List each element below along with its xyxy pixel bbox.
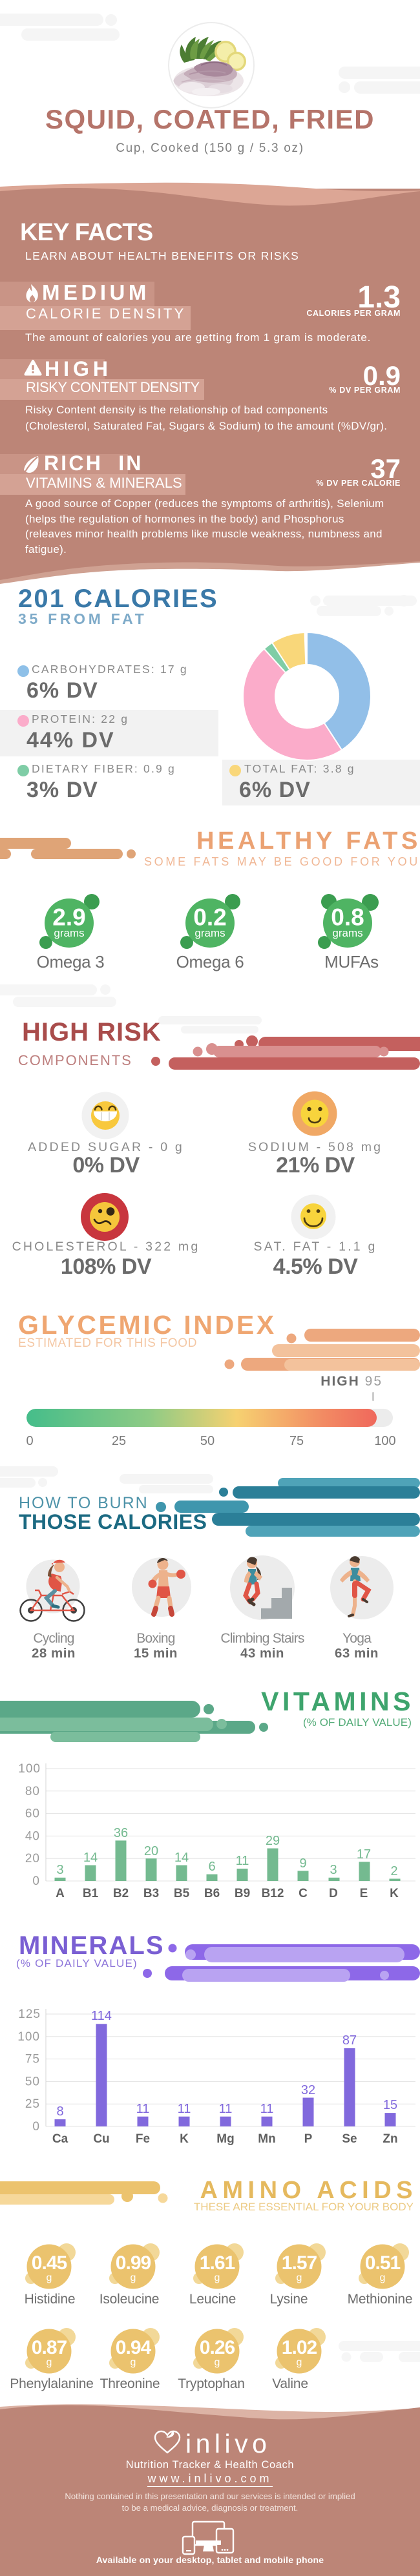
svg-text:C: C bbox=[299, 1887, 308, 1900]
svg-text:g: g bbox=[47, 2272, 52, 2283]
svg-text:grams: grams bbox=[332, 927, 362, 939]
svg-text:3: 3 bbox=[330, 1863, 337, 1877]
svg-text:g: g bbox=[297, 2272, 302, 2283]
svg-text:1.57: 1.57 bbox=[282, 2252, 317, 2274]
svg-text:Fe: Fe bbox=[136, 2132, 150, 2146]
svg-text:B6: B6 bbox=[204, 1887, 220, 1900]
svg-text:B1: B1 bbox=[83, 1887, 99, 1900]
svg-text:0.26: 0.26 bbox=[200, 2337, 235, 2358]
svg-text:g: g bbox=[297, 2357, 302, 2368]
svg-text:0.87: 0.87 bbox=[32, 2337, 67, 2358]
svg-text:87: 87 bbox=[342, 2033, 357, 2048]
svg-text:B5: B5 bbox=[174, 1887, 190, 1900]
svg-text:Cu: Cu bbox=[93, 2132, 109, 2146]
svg-text:0.8: 0.8 bbox=[331, 904, 364, 931]
svg-text:36: 36 bbox=[114, 1826, 128, 1840]
svg-text:B12: B12 bbox=[262, 1887, 284, 1900]
svg-text:B2: B2 bbox=[113, 1887, 129, 1900]
svg-text:8: 8 bbox=[56, 2104, 63, 2119]
svg-text:11: 11 bbox=[260, 2102, 274, 2116]
svg-text:0: 0 bbox=[32, 2120, 40, 2134]
svg-text:g: g bbox=[215, 2272, 220, 2283]
svg-text:3: 3 bbox=[56, 1863, 63, 1877]
svg-text:80: 80 bbox=[25, 1785, 40, 1798]
svg-text:0.94: 0.94 bbox=[116, 2337, 152, 2358]
svg-text:75: 75 bbox=[25, 2053, 40, 2066]
svg-text:11: 11 bbox=[136, 2102, 150, 2116]
svg-text:0.99: 0.99 bbox=[116, 2252, 151, 2274]
svg-text:A: A bbox=[56, 1887, 65, 1900]
svg-text:B3: B3 bbox=[143, 1887, 159, 1900]
svg-text:17: 17 bbox=[357, 1847, 371, 1862]
svg-text:14: 14 bbox=[83, 1851, 98, 1865]
svg-text:50: 50 bbox=[25, 2075, 40, 2088]
svg-text:9: 9 bbox=[299, 1856, 306, 1871]
svg-text:K: K bbox=[180, 2132, 189, 2146]
svg-text:B9: B9 bbox=[235, 1887, 250, 1900]
svg-text:D: D bbox=[329, 1887, 338, 1900]
svg-text:E: E bbox=[360, 1887, 368, 1900]
svg-text:Mg: Mg bbox=[216, 2132, 234, 2146]
svg-text:114: 114 bbox=[91, 2009, 112, 2023]
svg-text:g: g bbox=[215, 2357, 220, 2368]
svg-text:14: 14 bbox=[174, 1851, 189, 1865]
svg-text:0.2: 0.2 bbox=[193, 904, 226, 931]
svg-text:grams: grams bbox=[194, 927, 225, 939]
svg-text:100: 100 bbox=[18, 1762, 41, 1776]
svg-text:g: g bbox=[380, 2272, 386, 2283]
svg-text:2: 2 bbox=[390, 1864, 397, 1878]
svg-text:P: P bbox=[304, 2132, 313, 2146]
svg-text:g: g bbox=[131, 2272, 136, 2283]
svg-text:0: 0 bbox=[32, 1875, 40, 1888]
svg-text:Mn: Mn bbox=[258, 2132, 275, 2146]
svg-text:Zn: Zn bbox=[383, 2132, 397, 2146]
svg-text:g: g bbox=[47, 2357, 52, 2368]
svg-text:Ca: Ca bbox=[52, 2132, 68, 2146]
svg-text:0.51: 0.51 bbox=[365, 2252, 401, 2274]
svg-text:6: 6 bbox=[208, 1860, 215, 1874]
svg-text:15: 15 bbox=[383, 2098, 397, 2112]
svg-text:40: 40 bbox=[25, 1829, 40, 1843]
svg-text:20: 20 bbox=[25, 1852, 40, 1865]
svg-text:Se: Se bbox=[342, 2132, 357, 2146]
svg-text:100: 100 bbox=[17, 2030, 40, 2044]
svg-text:K: K bbox=[390, 1887, 399, 1900]
svg-text:11: 11 bbox=[219, 2102, 233, 2116]
svg-text:1.61: 1.61 bbox=[200, 2252, 235, 2274]
svg-text:125: 125 bbox=[18, 2008, 41, 2021]
svg-text:0.45: 0.45 bbox=[32, 2252, 67, 2274]
svg-text:11: 11 bbox=[178, 2102, 191, 2116]
svg-text:29: 29 bbox=[266, 1834, 280, 1848]
svg-text:32: 32 bbox=[301, 2083, 315, 2097]
svg-text:11: 11 bbox=[236, 1854, 249, 1868]
svg-text:g: g bbox=[131, 2357, 136, 2368]
svg-text:2.9: 2.9 bbox=[52, 904, 85, 931]
svg-text:60: 60 bbox=[25, 1807, 40, 1821]
svg-text:1.02: 1.02 bbox=[282, 2337, 317, 2358]
svg-text:grams: grams bbox=[54, 927, 84, 939]
svg-text:20: 20 bbox=[144, 1844, 158, 1858]
svg-text:25: 25 bbox=[25, 2097, 40, 2111]
